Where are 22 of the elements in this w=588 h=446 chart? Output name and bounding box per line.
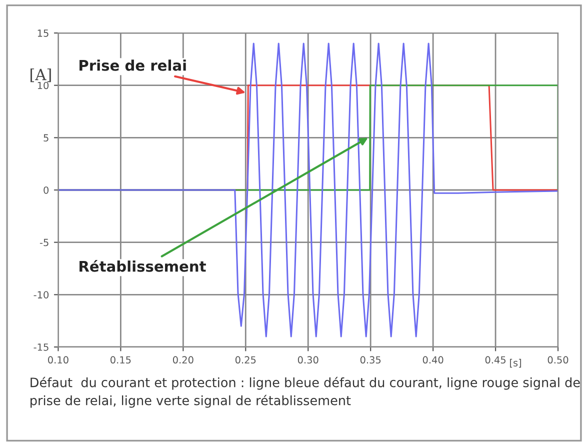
annotation: Prise de relai	[80, 60, 186, 71]
y-axis-title: [A]	[30, 68, 51, 82]
x-tick-label: 0.20	[172, 356, 194, 364]
x-tick-label: 0.15	[110, 356, 131, 364]
line-series	[58, 42, 558, 338]
y-tick-label: -15	[34, 344, 48, 351]
x-tick-label: 0.40	[422, 356, 444, 364]
x-axis-title: [s]	[510, 358, 522, 368]
annotation: Rétablissement	[80, 260, 206, 272]
y-tick-label: -5	[40, 238, 48, 246]
y-tick-label: 10	[38, 82, 49, 90]
x-tick-label: 0.25	[235, 356, 256, 364]
x-tick-label: 0.35	[360, 356, 381, 364]
x-tick-label: 0.45	[485, 356, 506, 364]
x-tick-label: 0.30	[298, 356, 318, 364]
y-tick-label: 0	[44, 186, 49, 194]
x-tick-label: 0.50	[548, 356, 568, 364]
y-tick-label: 5	[44, 134, 48, 142]
y-tick-label: 15	[38, 30, 48, 37]
x-tick-label: 0.10	[48, 356, 68, 364]
text: Défaut du courant et protection : ligne bleue défaut du courant, ligne rouge signal de prise de relai, ligne verte signal de rétablissement	[30, 376, 580, 408]
y-tick-label: -10	[34, 291, 49, 298]
